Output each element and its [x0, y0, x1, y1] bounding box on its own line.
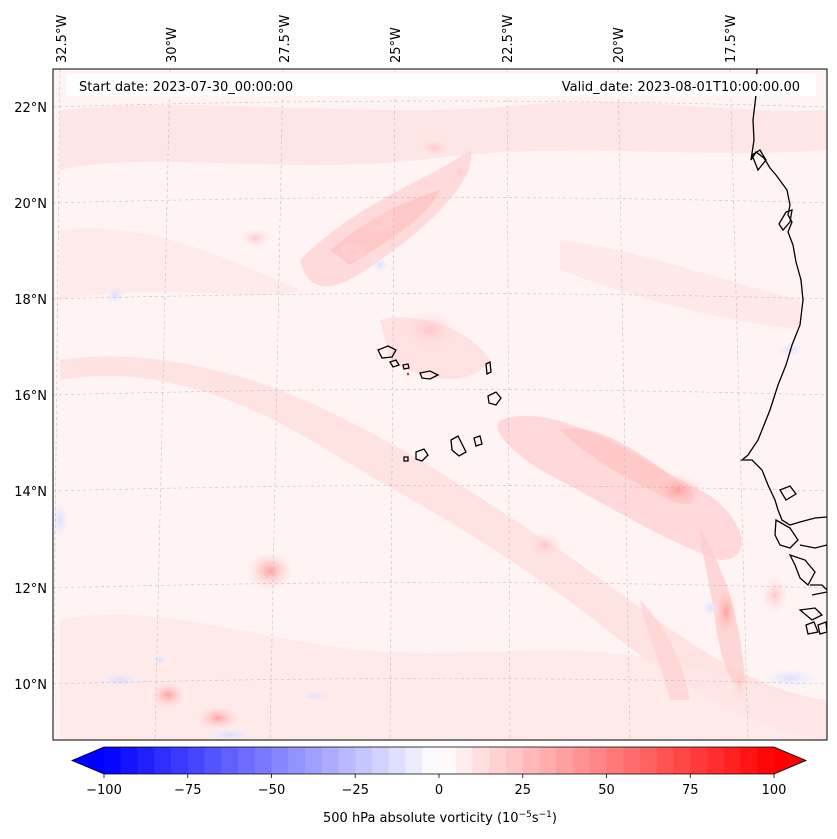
colorbar-band: [187, 747, 205, 774]
colorbar-label: 500 hPa absolute vorticity (10−5s−1): [323, 810, 557, 826]
colorbar-band: [254, 747, 272, 774]
colorbar-tick-label: −25: [342, 783, 369, 798]
cape-verde-islands: [377, 345, 502, 462]
colorbar-band: [238, 747, 256, 774]
colorbar-band: [221, 747, 239, 774]
colorbar-band: [388, 747, 406, 774]
colorbar-band: [405, 747, 423, 774]
lat-label: 16°N: [14, 389, 47, 404]
colorbar-tick-label: 25: [514, 783, 531, 798]
colorbar-band: [539, 747, 557, 774]
colorbar-band: [556, 747, 574, 774]
colorbar-band: [204, 747, 222, 774]
colorbar-ticks: −100 −75 −50 −25 0 25 50 75 100: [86, 774, 786, 798]
colorbar-band: [288, 747, 306, 774]
lat-label: 20°N: [14, 197, 47, 212]
colorbar-band: [154, 747, 172, 774]
colorbar-tick-label: 75: [682, 783, 699, 798]
colorbar-band: [321, 747, 339, 774]
valid-date-label: Valid_date: 2023-08-01T10:00:00.00: [562, 80, 800, 95]
lon-label: 30°W: [165, 27, 180, 63]
coastline: [740, 69, 827, 635]
colorbar-band: [723, 747, 741, 774]
lon-label: 22.5°W: [501, 15, 516, 63]
colorbar: −100 −75 −50 −25 0 25 50 75 100 500 hPa absolute…: [70, 746, 808, 826]
vorticity-field-contours: [53, 102, 827, 740]
colorbar-min-extend: [72, 747, 104, 774]
lon-label: 27.5°W: [278, 15, 293, 63]
colorbar-band: [472, 747, 490, 774]
colorbar-band: [338, 747, 356, 774]
colorbar-band: [623, 747, 641, 774]
colorbar-band: [305, 747, 323, 774]
lat-label: 22°N: [14, 101, 47, 116]
lat-label: 14°N: [14, 485, 47, 500]
map-frame: [52, 68, 828, 741]
colorbar-band: [707, 747, 725, 774]
colorbar-band: [489, 747, 507, 774]
colorbar-band: [656, 747, 674, 774]
colorbar-band: [455, 747, 473, 774]
latitude-labels: 22°N 20°N 18°N 16°N 14°N 12°N 10°N: [14, 101, 47, 693]
colorbar-tick-label: 0: [435, 783, 443, 798]
colorbar-band: [673, 747, 691, 774]
colorbar-tick-label: 50: [598, 783, 615, 798]
lon-label: 17.5°W: [724, 15, 739, 63]
colorbar-band: [573, 747, 591, 774]
colorbar-band: [271, 747, 289, 774]
colorbar-band: [104, 747, 122, 774]
map-panel[interactable]: Start date: 2023-07-30_00:00:00 Valid_da…: [50, 69, 827, 743]
colorbar-band: [422, 747, 440, 774]
longitude-labels: 32.5°W 30°W 27.5°W 25°W 22.5°W 20°W 17.5…: [55, 15, 739, 63]
colorbar-band: [137, 747, 155, 774]
colorbar-band: [506, 747, 524, 774]
lat-label: 18°N: [14, 293, 47, 308]
lat-label: 10°N: [14, 678, 47, 693]
lat-label: 12°N: [14, 582, 47, 597]
lon-label: 32.5°W: [55, 15, 70, 63]
colorbar-band: [171, 747, 189, 774]
lon-label: 20°W: [612, 27, 627, 63]
colorbar-band: [372, 747, 390, 774]
colorbar-tick-label: −75: [174, 783, 201, 798]
colorbar-band: [690, 747, 708, 774]
colorbar-band: [640, 747, 658, 774]
lon-label: 25°W: [389, 27, 404, 63]
colorbar-bands: [104, 747, 775, 774]
colorbar-max-extend: [774, 747, 806, 774]
colorbar-tick-label: −50: [258, 783, 285, 798]
graticule: [53, 69, 827, 740]
colorbar-band: [757, 747, 775, 774]
colorbar-band: [120, 747, 138, 774]
colorbar-band: [522, 747, 540, 774]
start-date-label: Start date: 2023-07-30_00:00:00: [79, 80, 293, 95]
colorbar-band: [740, 747, 758, 774]
africa-coastline: [740, 69, 827, 526]
colorbar-band: [355, 747, 373, 774]
colorbar-tick-label: 100: [762, 783, 787, 798]
colorbar-band: [589, 747, 607, 774]
colorbar-band: [606, 747, 624, 774]
colorbar-band: [439, 747, 457, 774]
date-label-bar: [66, 74, 816, 96]
colorbar-tick-label: −100: [86, 783, 122, 798]
